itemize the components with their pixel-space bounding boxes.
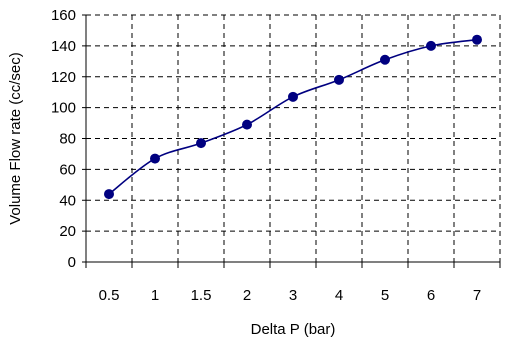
y-tick-label: 20 — [59, 223, 76, 240]
x-tick-label: 3 — [289, 287, 297, 304]
data-series — [104, 34, 482, 200]
x-tick-label: 1 — [151, 287, 159, 304]
x-tick-label: 7 — [473, 287, 481, 304]
y-tick-label: 100 — [51, 100, 76, 117]
y-tick-label: 60 — [59, 161, 76, 178]
x-axis-title: Delta P (bar) — [251, 321, 336, 338]
y-tick-label: 160 — [51, 7, 76, 24]
y-tick-label: 120 — [51, 69, 76, 86]
y-tick-labels: 0 20 40 60 80 100 120 140 160 — [51, 7, 76, 271]
y-tick-label: 40 — [59, 192, 76, 209]
x-tick-label: 0.5 — [99, 287, 120, 304]
data-point — [288, 91, 298, 102]
y-tick-label: 140 — [51, 38, 76, 55]
data-point — [380, 54, 390, 65]
y-tick-label: 0 — [68, 254, 76, 271]
x-tick-labels: 0.5 1 1.5 2 3 4 5 6 7 — [99, 287, 482, 304]
x-tick-label: 5 — [381, 287, 389, 304]
data-point — [150, 153, 160, 164]
y-axis-title: Volume Flow rate (cc/sec) — [7, 52, 24, 225]
data-point — [472, 34, 482, 45]
x-tick-label: 6 — [427, 287, 435, 304]
x-tick-label: 2 — [243, 287, 251, 304]
data-point — [196, 138, 206, 149]
data-point — [242, 119, 252, 130]
data-point — [426, 40, 436, 51]
data-point — [104, 189, 114, 200]
data-point — [334, 74, 344, 85]
gridlines — [86, 14, 501, 262]
axes — [82, 14, 501, 268]
x-tick-label: 1.5 — [191, 287, 212, 304]
y-tick-label: 80 — [59, 131, 76, 148]
x-tick-label: 4 — [335, 287, 343, 304]
